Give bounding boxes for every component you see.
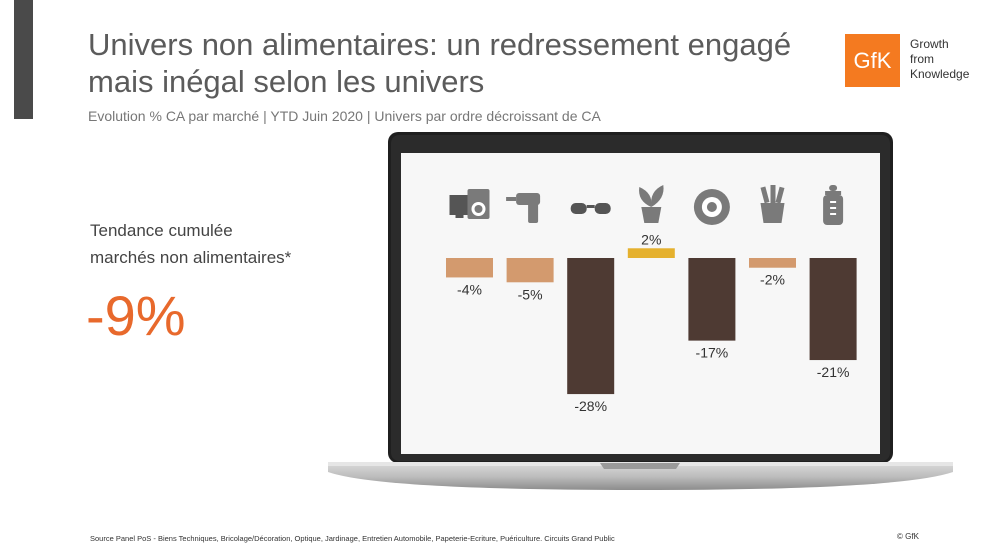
side-accent-bar (14, 0, 33, 119)
bar-3 (567, 258, 615, 395)
laptop-bezel-inner (391, 135, 890, 461)
trend-value: -9% (86, 284, 186, 347)
icons-layer (449, 185, 844, 225)
bar-label-7: -21% (817, 364, 850, 380)
bar-7 (809, 258, 857, 361)
bar-label-3: -28% (574, 398, 607, 414)
glasses-icon (570, 203, 611, 214)
laptop-bezel (388, 132, 893, 463)
bars-layer: -4% -5% -28% 2% -17% -2% -21% (446, 231, 857, 414)
bar-4 (627, 248, 675, 258)
bar-label-1: -4% (457, 281, 482, 297)
baby-bottle-icon (823, 185, 844, 225)
trend-label-line-1: Tendance cumulée (90, 221, 233, 240)
gfk-logo: GfK (845, 34, 900, 87)
washing-machine-tv-icon (449, 189, 490, 219)
plant-icon (639, 185, 664, 223)
tagline-line-3: Knowledge (910, 67, 970, 81)
gfk-tagline: Growth from Knowledge (910, 37, 969, 82)
drill-icon (506, 193, 541, 223)
bar-label-2: -5% (518, 286, 543, 302)
laptop-base (328, 463, 953, 490)
bar-5 (688, 258, 736, 341)
page-subtitle: Evolution % CA par marché | YTD Juin 202… (88, 108, 601, 124)
bar-2 (506, 258, 554, 283)
bar-label-5: -17% (696, 345, 729, 361)
laptop-notch (600, 463, 680, 469)
laptop-base-edge (328, 462, 953, 466)
bar-label-4: 2% (641, 231, 661, 247)
tagline-line-1: Growth (910, 37, 949, 51)
bar-1 (446, 258, 493, 278)
laptop-screen (401, 153, 880, 454)
trend-label: Tendance cumulée marchés non alimentaire… (90, 217, 291, 271)
pencil-cup-icon (760, 185, 785, 223)
bar-label-6: -2% (760, 272, 785, 288)
page-title: Univers non alimentaires: un redressemen… (88, 27, 792, 99)
tire-icon (693, 189, 730, 225)
footer-source: Source Panel PoS - Biens Techniques, Bri… (90, 534, 615, 543)
tagline-line-2: from (910, 52, 934, 66)
footer-copyright: © GfK (897, 532, 919, 541)
trend-label-line-2: marchés non alimentaires* (90, 248, 292, 267)
bar-6 (749, 258, 796, 268)
